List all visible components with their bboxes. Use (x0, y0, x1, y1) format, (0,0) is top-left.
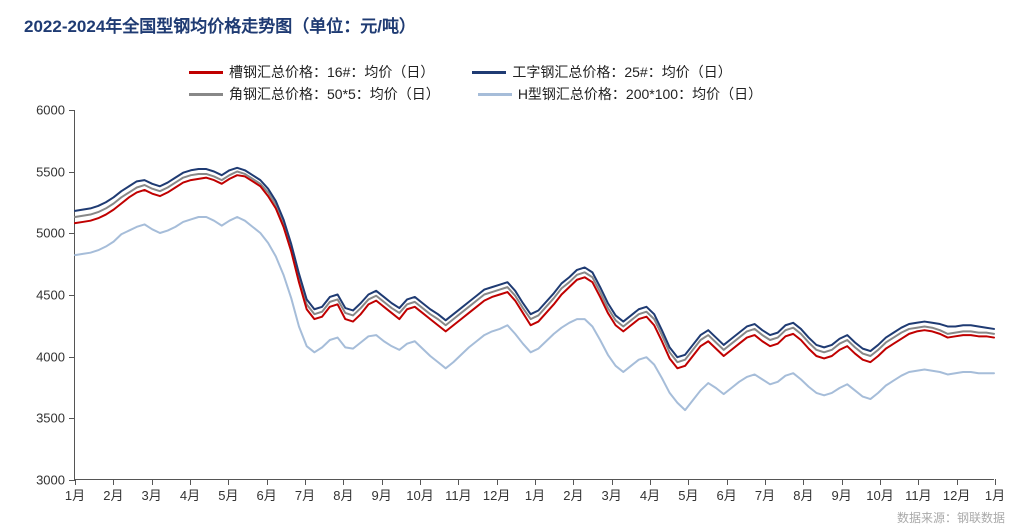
chart-area: 槽钢汇总价格：16#：均价（日） 工字钢汇总价格：25#：均价（日） 角钢汇总价… (24, 50, 1009, 505)
ytick-label-5000: 5000 (36, 226, 65, 241)
xtick-label-23: 12月 (943, 485, 970, 504)
legend-row-2: 角钢汇总价格：50*5：均价（日） H型钢汇总价格：200*100：均价（日） (189, 84, 909, 104)
legend-swatch-1 (472, 71, 506, 74)
xtick-label-1: 2月 (103, 485, 123, 504)
xtick-label-15: 4月 (640, 485, 660, 504)
xtick-label-13: 2月 (563, 485, 583, 504)
xtick-label-12: 1月 (525, 485, 545, 504)
xtick-label-16: 5月 (678, 485, 698, 504)
legend-swatch-0 (189, 71, 223, 74)
xtick-label-8: 9月 (372, 485, 392, 504)
legend-label-2: 角钢汇总价格：50*5：均价（日） (229, 84, 440, 104)
xtick-label-0: 1月 (65, 485, 85, 504)
xtick-label-19: 8月 (793, 485, 813, 504)
legend-label-0: 槽钢汇总价格：16#：均价（日） (229, 62, 434, 82)
ytick-label-6000: 6000 (36, 103, 65, 118)
legend-item-2: 角钢汇总价格：50*5：均价（日） (189, 84, 440, 104)
xtick-label-4: 5月 (218, 485, 238, 504)
plot-area: 30003500400045005000550060001月2月3月4月5月6月… (74, 110, 994, 480)
xtick-label-14: 3月 (602, 485, 622, 504)
xtick-label-18: 7月 (755, 485, 775, 504)
xtick-label-22: 11月 (905, 485, 932, 504)
xtick-label-10: 11月 (445, 485, 472, 504)
line-svg (75, 110, 994, 479)
xtick-label-21: 10月 (866, 485, 893, 504)
ytick-label-5500: 5500 (36, 164, 65, 179)
legend-swatch-2 (189, 93, 223, 96)
xtick-label-24: 1月 (985, 485, 1005, 504)
chart-title: 2022-2024年全国型钢均价格走势图（单位：元/吨） (24, 12, 416, 37)
xtick-label-11: 12月 (483, 485, 510, 504)
legend-label-1: 工字钢汇总价格：25#：均价（日） (512, 62, 731, 82)
ytick-label-4500: 4500 (36, 288, 65, 303)
xtick-label-20: 9月 (832, 485, 852, 504)
ytick-label-4000: 4000 (36, 349, 65, 364)
series-line-3 (75, 217, 994, 410)
legend-item-0: 槽钢汇总价格：16#：均价（日） (189, 62, 434, 82)
xtick-label-7: 8月 (333, 485, 353, 504)
xtick-label-17: 6月 (717, 485, 737, 504)
series-line-0 (75, 175, 994, 368)
xtick-label-9: 10月 (406, 485, 433, 504)
legend: 槽钢汇总价格：16#：均价（日） 工字钢汇总价格：25#：均价（日） 角钢汇总价… (189, 62, 909, 106)
xtick-label-6: 7月 (295, 485, 315, 504)
ytick-label-3000: 3000 (36, 473, 65, 488)
xtick-label-5: 6月 (257, 485, 277, 504)
series-line-2 (75, 172, 994, 363)
legend-label-3: H型钢汇总价格：200*100：均价（日） (518, 84, 762, 104)
legend-item-1: 工字钢汇总价格：25#：均价（日） (472, 62, 731, 82)
xtick-label-3: 4月 (180, 485, 200, 504)
legend-item-3: H型钢汇总价格：200*100：均价（日） (478, 84, 762, 104)
data-source: 数据来源：钢联数据 (897, 509, 1005, 526)
series-line-1 (75, 168, 994, 357)
ytick-label-3500: 3500 (36, 411, 65, 426)
xtick-label-2: 3月 (142, 485, 162, 504)
legend-swatch-3 (478, 93, 512, 96)
legend-row-1: 槽钢汇总价格：16#：均价（日） 工字钢汇总价格：25#：均价（日） (189, 62, 909, 82)
